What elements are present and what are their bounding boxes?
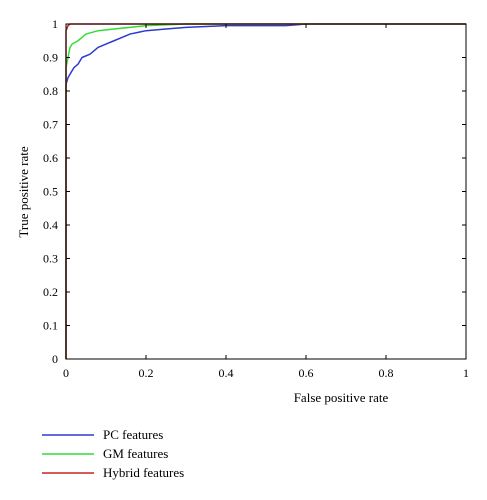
legend-label-hybrid: Hybrid features [103, 465, 184, 480]
legend-label-gm: GM features [103, 446, 168, 461]
y-tick-label: 0.7 [43, 118, 58, 132]
series-line-hybrid-features [65, 23, 466, 359]
y-tick-label: 1 [52, 17, 58, 31]
x-tick-label: 0.4 [219, 366, 234, 380]
plot-frame [65, 23, 467, 360]
ticks-layer: 0 0.2 0.4 0.6 0.8 1 0 0.1 0.2 0.3 0.4 0.5 0.6 0.7 0.8 0… [43, 17, 469, 380]
y-tick-label: 0.2 [43, 285, 58, 299]
y-tick-label: 0.5 [43, 185, 58, 199]
x-axis-label: False positive rate [294, 390, 389, 405]
y-tick-label: 0.4 [43, 218, 58, 232]
y-tick-label: 0.8 [43, 84, 58, 98]
series-layer [65, 23, 466, 359]
series-line-pc-features [65, 23, 466, 359]
x-tick-label: 0.2 [139, 366, 154, 380]
x-tick-label: 0 [63, 366, 69, 380]
legend: PC features GM features Hybrid features [42, 427, 184, 480]
y-tick-label: 0.3 [43, 252, 58, 266]
y-tick-label: 0.6 [43, 151, 58, 165]
y-tick-label: 0.1 [43, 319, 58, 333]
legend-label-pc: PC features [103, 427, 163, 442]
x-tick-label: 0.8 [379, 366, 394, 380]
x-tick-label: 0.6 [299, 366, 314, 380]
x-tick-label: 1 [463, 366, 469, 380]
y-tick-label: 0 [52, 352, 58, 366]
y-axis-label: True positive rate [16, 146, 31, 237]
series-line-gm-features [65, 23, 466, 359]
y-tick-label: 0.9 [43, 51, 58, 65]
